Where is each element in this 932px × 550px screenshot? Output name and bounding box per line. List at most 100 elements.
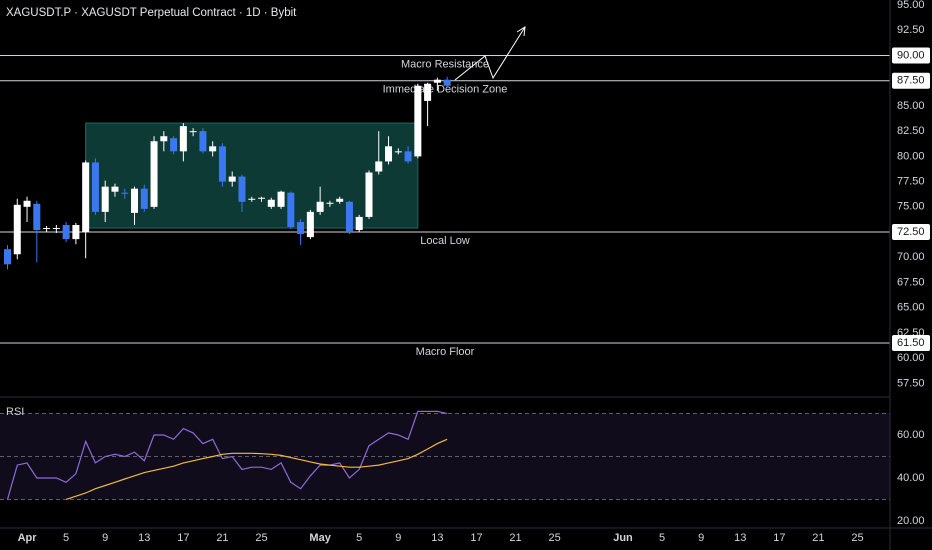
y-tick-label: 70.00: [897, 251, 925, 263]
x-tick-label: 9: [698, 532, 704, 544]
candle-body: [345, 201, 353, 233]
candle-body: [131, 188, 139, 213]
candle-body: [238, 176, 246, 202]
y-tick-label: 85.00: [897, 100, 925, 112]
level-tag: [892, 47, 930, 64]
rsi-line: [6, 410, 448, 500]
candle-body: [33, 203, 41, 231]
arrow-head: [516, 26, 526, 37]
candle-body: [326, 202, 334, 204]
level-tag: [892, 224, 930, 241]
candle-body: [43, 228, 51, 230]
candle-body: [394, 151, 402, 153]
level-tag-label: 72.50: [897, 226, 925, 238]
candle-body: [365, 172, 373, 217]
candle-body: [199, 131, 207, 152]
x-tick-label: 21: [216, 532, 228, 544]
candle-body: [443, 79, 451, 86]
candle-body: [209, 146, 217, 152]
candle-body: [277, 191, 285, 207]
x-tick-label: Apr: [18, 532, 38, 544]
candle-body: [404, 151, 412, 162]
x-tick-label: 17: [177, 532, 189, 544]
candle-body: [218, 146, 226, 182]
x-tick-label: 25: [548, 532, 560, 544]
chart-title: XAGUSDT.P · XAGUSDT Perpetual Contract ·…: [6, 7, 297, 19]
x-tick-label: 13: [138, 532, 150, 544]
rsi-tick-label: 20.00: [897, 515, 925, 527]
x-tick-label: 13: [431, 532, 443, 544]
candle-body: [140, 188, 148, 209]
level-text: Macro Floor: [416, 346, 475, 358]
level-tag: [892, 335, 930, 352]
zone: [85, 122, 419, 229]
rsi-ma-line: [65, 438, 448, 500]
x-tick-label: 25: [255, 532, 267, 544]
y-tick-label: 75.00: [897, 201, 925, 213]
candle-body: [179, 126, 187, 152]
x-tick-label: 9: [395, 532, 401, 544]
candle-body: [248, 198, 256, 200]
x-tick-label: 17: [773, 532, 785, 544]
y-tick-label: 67.50: [897, 276, 925, 288]
rsi-label: RSI: [6, 406, 24, 418]
candle-body: [62, 224, 70, 240]
level-tag-label: 87.50: [897, 75, 925, 87]
candle-body: [101, 186, 109, 212]
candle-body: [170, 138, 178, 152]
y-tick-label: 95.00: [897, 0, 925, 11]
candle-body: [121, 192, 129, 194]
candle-body: [228, 176, 236, 182]
candle-body: [91, 162, 99, 212]
candle-body: [414, 85, 422, 157]
level-tag-label: 61.50: [897, 337, 925, 349]
candle-body: [160, 136, 168, 142]
candle-body: [316, 201, 324, 212]
candle-body: [13, 204, 21, 255]
x-tick-label: 21: [509, 532, 521, 544]
candle-body: [267, 199, 275, 207]
x-tick-label: 17: [470, 532, 482, 544]
x-tick-label: Jun: [613, 532, 633, 544]
candle-body: [4, 249, 11, 265]
candle-body: [385, 146, 393, 162]
rsi-tick-label: 40.00: [897, 472, 925, 484]
candle-body: [424, 83, 432, 101]
level-tag: [892, 72, 930, 89]
candle-body: [23, 200, 31, 207]
x-tick-label: 5: [63, 532, 69, 544]
candle-body: [189, 131, 197, 133]
x-tick-label: 5: [356, 532, 362, 544]
x-tick-label: 25: [851, 532, 863, 544]
projection-arrow: [454, 26, 526, 81]
rsi-tick-label: 60.00: [897, 429, 925, 441]
x-tick-label: May: [309, 532, 331, 544]
level-text: Local Low: [420, 235, 470, 247]
y-tick-label: 60.00: [897, 352, 925, 364]
candle-body: [258, 197, 266, 199]
candle-body: [287, 192, 295, 228]
candle-body: [306, 211, 314, 238]
y-tick-label: 92.50: [897, 24, 925, 36]
x-tick-label: 9: [102, 532, 108, 544]
candle-body: [375, 161, 383, 172]
x-tick-label: 13: [734, 532, 746, 544]
y-tick-label: 80.00: [897, 150, 925, 162]
x-tick-label: 5: [659, 532, 665, 544]
y-tick-label: 57.50: [897, 377, 925, 389]
plot-layer: Macro Resistance Immediate Decision Zone L…: [0, 54, 890, 500]
x-tick-label: 21: [812, 532, 824, 544]
candle-body: [355, 216, 363, 231]
y-tick-label: 82.50: [897, 125, 925, 137]
candle-body: [52, 228, 60, 230]
candle-body: [82, 162, 90, 233]
level-tag-label: 90.00: [897, 49, 925, 61]
y-tick-label: 65.00: [897, 302, 925, 314]
candle-body: [433, 79, 441, 83]
candle-body: [150, 141, 158, 207]
y-tick-label: 77.50: [897, 176, 925, 188]
candle-body: [297, 221, 305, 235]
candle-body: [72, 224, 80, 240]
